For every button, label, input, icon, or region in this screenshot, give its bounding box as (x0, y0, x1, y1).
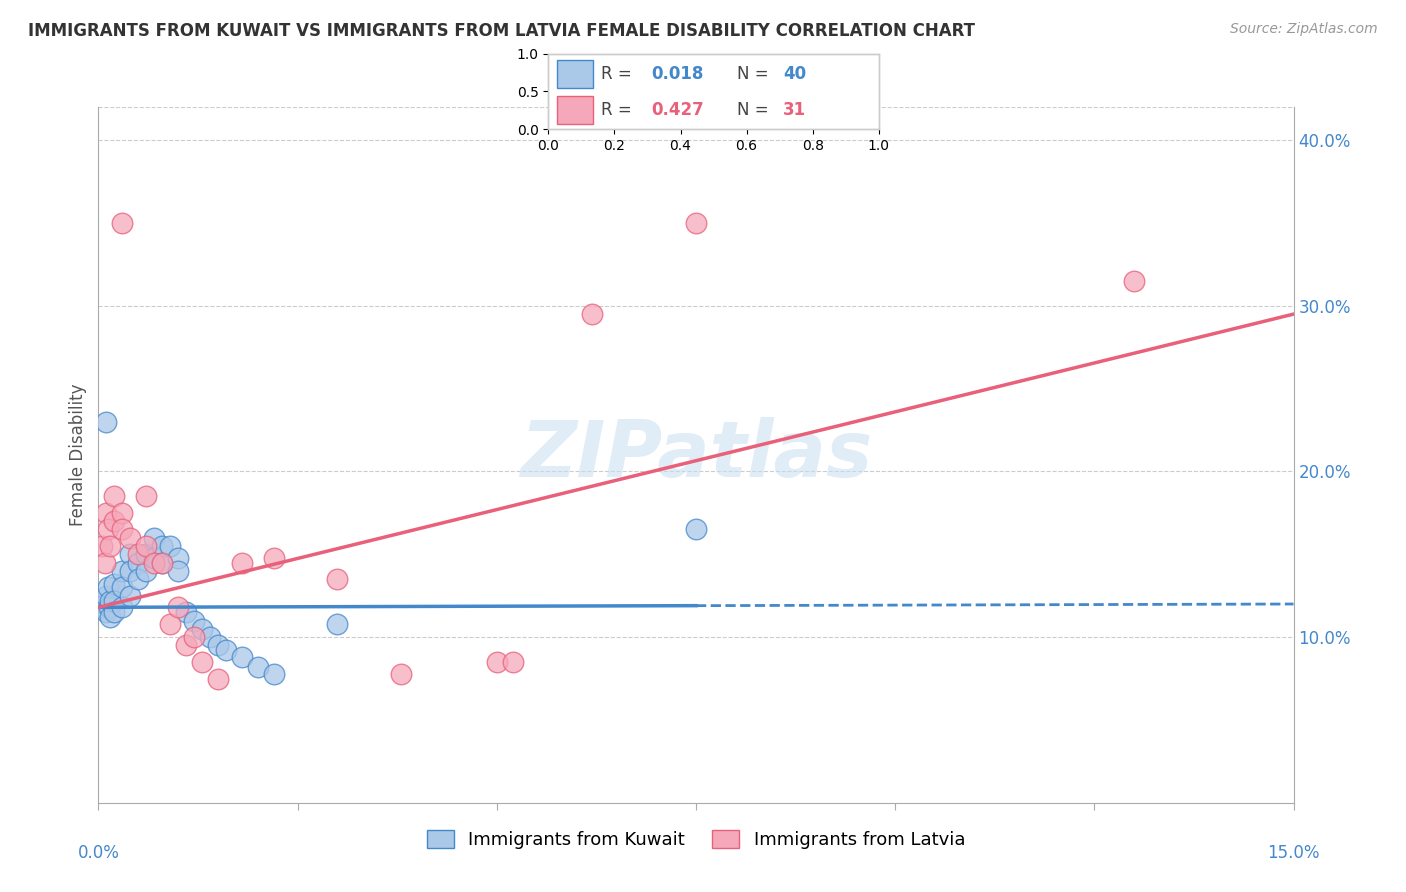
Point (143, 556, 166, 570)
Point (127, 572, 149, 586)
Point (263, 550, 285, 565)
Point (207, 639, 229, 653)
Point (127, 547, 149, 561)
Point (1123, 274, 1146, 288)
Y-axis label: Female Disability: Female Disability (69, 384, 87, 526)
Point (191, 622, 214, 636)
Point (485, 655, 508, 669)
Point (103, 489, 125, 503)
Point (263, 666, 285, 681)
Point (167, 550, 190, 565)
Text: 15.0%: 15.0% (1267, 844, 1320, 863)
Point (174, 639, 197, 653)
Point (100, 610, 122, 624)
Point (159, 539, 181, 553)
Point (120, 531, 142, 545)
Point (103, 605, 125, 619)
Point (167, 600, 190, 615)
FancyBboxPatch shape (557, 95, 593, 124)
Point (183, 630, 205, 644)
Point (502, 655, 524, 669)
Point (111, 216, 134, 230)
Point (143, 531, 166, 545)
Text: 31: 31 (783, 101, 806, 119)
Point (103, 577, 125, 591)
Point (97, 600, 120, 615)
Point (120, 564, 142, 578)
Text: 0.427: 0.427 (651, 101, 703, 119)
Point (111, 506, 134, 520)
Point (581, 307, 603, 321)
Point (111, 523, 134, 537)
Point (111, 581, 134, 595)
Point (120, 547, 142, 561)
Point (198, 630, 221, 644)
Point (103, 593, 125, 607)
Text: Source: ZipAtlas.com: Source: ZipAtlas.com (1230, 22, 1378, 37)
Point (135, 489, 157, 503)
Point (120, 589, 142, 603)
Point (174, 605, 197, 619)
Point (215, 643, 238, 657)
FancyBboxPatch shape (557, 60, 593, 88)
Point (167, 564, 190, 578)
Text: R =: R = (602, 101, 637, 119)
Point (91, 600, 114, 615)
Point (207, 672, 229, 686)
Point (135, 564, 157, 578)
Point (94, 597, 117, 611)
Point (111, 564, 134, 578)
Text: R =: R = (602, 65, 637, 83)
Point (103, 514, 125, 528)
Point (159, 616, 181, 631)
Legend: Immigrants from Kuwait, Immigrants from Latvia: Immigrants from Kuwait, Immigrants from … (419, 822, 973, 856)
Text: 40: 40 (783, 65, 806, 83)
Point (143, 550, 166, 565)
Text: IMMIGRANTS FROM KUWAIT VS IMMIGRANTS FROM LATVIA FEMALE DISABILITY CORRELATION C: IMMIGRANTS FROM KUWAIT VS IMMIGRANTS FRO… (28, 22, 976, 40)
Point (96, 506, 118, 520)
Point (389, 666, 412, 681)
Point (150, 556, 173, 570)
Text: 0.018: 0.018 (651, 65, 703, 83)
Point (231, 556, 253, 570)
Point (326, 616, 349, 631)
Point (100, 593, 122, 607)
Point (150, 539, 173, 553)
Point (94, 556, 117, 570)
Point (246, 660, 269, 674)
Point (100, 539, 122, 553)
Point (96, 605, 118, 619)
Point (685, 216, 707, 230)
Point (96, 589, 118, 603)
Point (97, 523, 120, 537)
Point (183, 614, 205, 628)
Point (91, 539, 114, 553)
Point (111, 600, 134, 615)
Point (150, 556, 173, 570)
Point (326, 572, 349, 586)
Text: N =: N = (737, 65, 773, 83)
Point (231, 650, 253, 665)
Point (97, 581, 120, 595)
Point (135, 539, 157, 553)
Text: N =: N = (737, 101, 773, 119)
Point (96, 415, 118, 429)
Point (191, 655, 214, 669)
Point (685, 523, 707, 537)
Text: ZIPatlas: ZIPatlas (520, 417, 872, 493)
Point (127, 556, 149, 570)
Point (135, 547, 157, 561)
Text: 0.0%: 0.0% (77, 844, 120, 863)
